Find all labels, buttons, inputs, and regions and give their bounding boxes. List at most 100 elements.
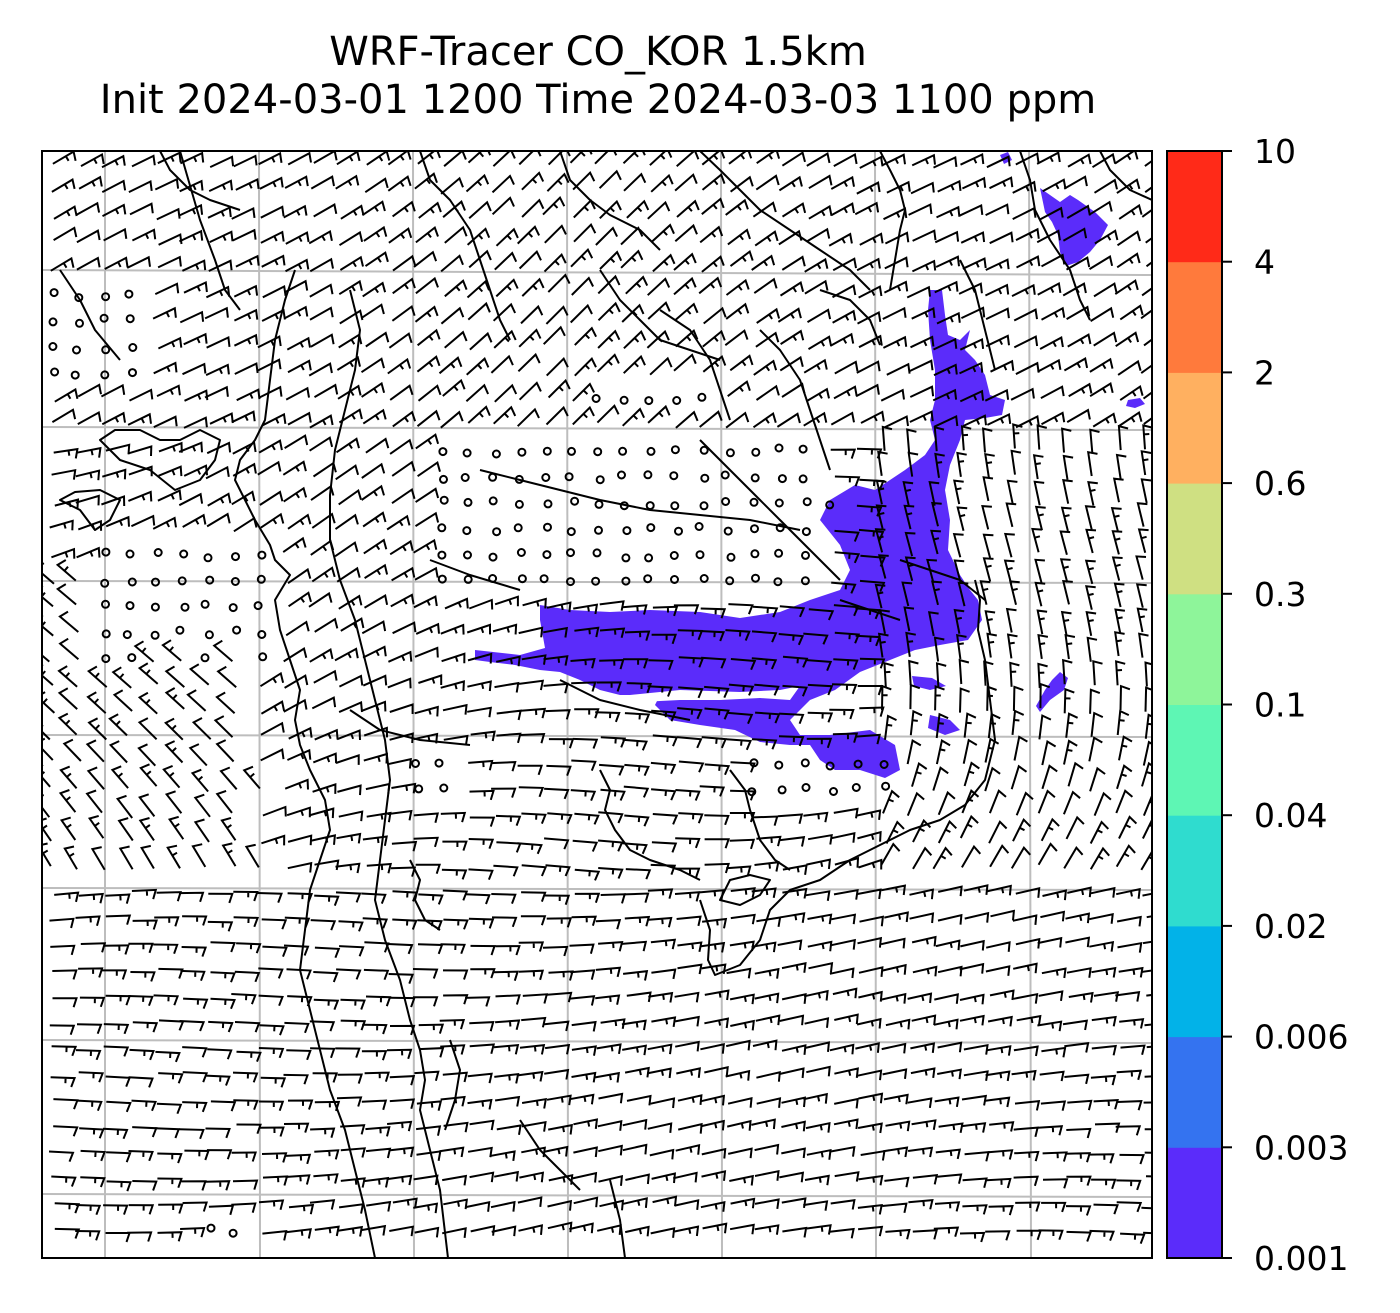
wind-barb-icon (934, 1201, 961, 1212)
wind-barb-icon (1067, 1099, 1093, 1111)
wind-barb-icon (934, 993, 959, 1004)
wind-barb-icon (440, 254, 464, 273)
wind-barb-icon (414, 511, 440, 527)
wind-barb-icon (626, 199, 650, 219)
calm-circle-icon (644, 553, 654, 563)
calm-circle-icon (669, 551, 679, 560)
wind-barb-icon (574, 326, 597, 346)
wind-barb-icon (75, 201, 101, 216)
wind-barb-icon (179, 1128, 205, 1140)
wind-barb-icon (517, 842, 543, 855)
wind-barb-icon (808, 962, 834, 973)
wind-barb-icon (804, 279, 829, 295)
wind-barb-icon (782, 864, 808, 875)
wind-barb-icon (208, 1020, 234, 1033)
wind-barb-icon (257, 358, 282, 372)
wind-barb-icon (178, 229, 204, 243)
wind-barb-icon (595, 994, 621, 1005)
calm-circle-icon (460, 473, 470, 482)
wind-barb-icon (105, 914, 132, 925)
wind-barb-icon (57, 712, 78, 736)
wind-barb-icon (164, 665, 185, 688)
wind-barb-icon (232, 462, 257, 477)
wind-barb-icon (440, 1044, 466, 1055)
wind-barb-icon (1116, 915, 1142, 927)
wind-barb-icon (1136, 502, 1148, 527)
wind-barb-icon (1117, 1100, 1143, 1111)
wind-barb-icon (259, 671, 285, 688)
wind-barb-icon (600, 736, 627, 748)
wind-barb-icon (1118, 203, 1143, 220)
calm-circle-icon (179, 549, 189, 559)
calm-circle-icon (774, 443, 784, 453)
wind-barb-icon (959, 962, 985, 974)
wind-barb-icon (1142, 892, 1152, 897)
wind-barb-icon (1144, 686, 1152, 712)
wind-barb-icon (1036, 229, 1061, 244)
wind-barb-icon (1041, 740, 1057, 766)
wind-barb-icon (623, 172, 647, 192)
wind-barb-icon (877, 632, 889, 658)
wind-barb-icon (755, 331, 780, 348)
wind-barb-icon (496, 1124, 522, 1135)
wind-barb-icon (833, 1097, 859, 1109)
calm-circle-icon (879, 760, 889, 769)
wind-barb-icon (1038, 990, 1064, 1002)
calm-circle-icon (720, 470, 730, 480)
wind-barb-icon (933, 415, 959, 428)
wind-barb-icon (55, 559, 77, 582)
calm-circle-icon (800, 758, 810, 768)
wind-barb-icon (154, 1127, 181, 1139)
wind-barb-icon (105, 443, 131, 455)
wind-barb-icon (1087, 450, 1098, 477)
wind-barb-icon (781, 962, 807, 973)
wind-barb-icon (191, 843, 207, 868)
wind-barb-icon (362, 281, 387, 298)
wind-barb-icon (911, 307, 936, 320)
wind-barb-icon (928, 481, 940, 506)
wind-barb-icon (361, 1050, 388, 1061)
wind-barb-icon (308, 591, 333, 608)
wind-barb-icon (756, 1097, 782, 1108)
wind-barb-icon (803, 358, 828, 374)
wind-barb-icon (1118, 815, 1138, 839)
wind-barb-icon (857, 310, 882, 325)
wind-barb-icon (542, 196, 566, 216)
wind-barb-icon (1034, 558, 1045, 584)
wind-barb-icon (1084, 505, 1096, 530)
wind-barb-icon (751, 1118, 776, 1130)
wind-barb-icon (981, 427, 993, 453)
wind-barb-icon (903, 504, 915, 530)
wind-barb-icon (1036, 151, 1061, 165)
wind-barb-icon (985, 307, 1010, 321)
wind-barb-icon (469, 331, 493, 351)
wind-barb-icon (989, 176, 1014, 190)
wind-barb-icon (75, 469, 101, 481)
wind-barb-icon (76, 256, 101, 271)
wind-barb-icon (912, 1173, 939, 1185)
wind-barb-icon (365, 437, 390, 454)
wind-barb-icon (1064, 1073, 1090, 1085)
wind-barb-icon (491, 893, 517, 904)
wind-barb-icon (1115, 789, 1134, 814)
wind-barb-icon (470, 968, 496, 979)
wind-barb-icon (50, 1076, 77, 1088)
wind-barb-icon (857, 1203, 883, 1215)
wind-barb-icon (469, 1043, 496, 1054)
wind-barb-icon (205, 1074, 231, 1086)
coastline-japan-south (519, 1119, 626, 1258)
wind-barb-icon (52, 969, 78, 980)
wind-barb-icon (830, 202, 855, 217)
wind-barb-icon (1115, 660, 1126, 686)
wind-barb-icon (467, 1098, 493, 1110)
wind-barb-icon (361, 200, 386, 217)
wind-barb-icon (1093, 991, 1120, 1002)
wind-barb-icon (440, 943, 466, 955)
wind-barb-icon (927, 611, 939, 637)
wind-barb-icon (257, 460, 282, 476)
wind-barb-icon (517, 407, 540, 427)
wind-barb-icon (1136, 607, 1148, 633)
wind-barb-icon (730, 1019, 755, 1031)
wind-barb-icon (958, 658, 970, 685)
wind-barb-icon (677, 736, 703, 749)
